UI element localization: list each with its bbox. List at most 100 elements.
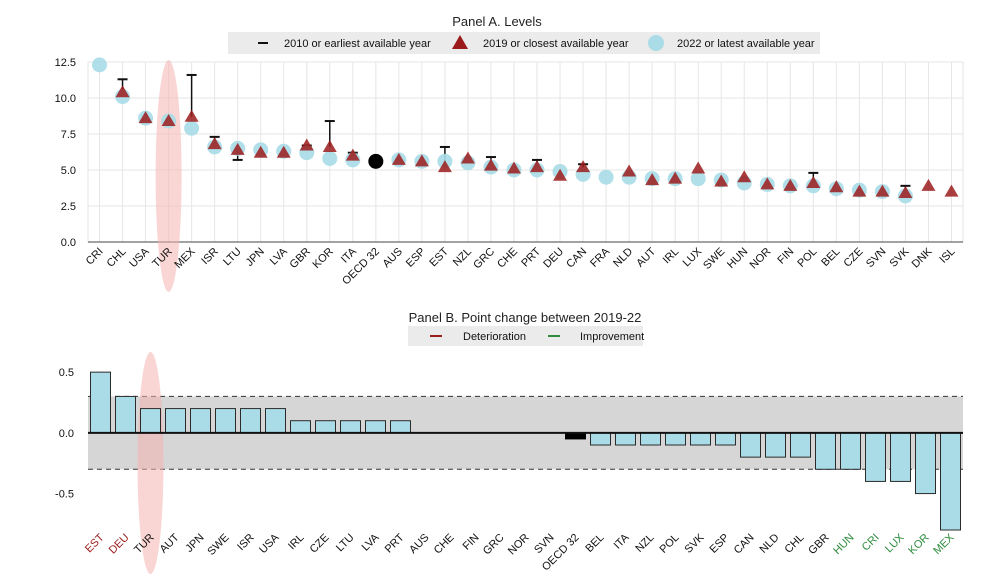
panel-a-category-svn: SVN [864, 246, 889, 271]
panel-a-category-svk: SVK [888, 245, 913, 270]
panel-a-category-lva: LVA [268, 245, 291, 268]
panel-a-category-isr: ISR [199, 246, 220, 267]
panel-a-category-usa: USA [127, 245, 152, 270]
panel-b-ytick-label: -0.5 [55, 489, 74, 501]
panel-a-ytick-label: 5.0 [61, 165, 76, 177]
panel-b-category-ltu: LTU [334, 532, 357, 555]
panel-a-category-gbr: GBR [288, 246, 313, 271]
point-2019-isr [207, 137, 222, 150]
point-2022-cri [92, 57, 108, 73]
legend-2019-label: 2019 or closest available year [483, 38, 629, 50]
panel-b-category-pol: POL [658, 532, 682, 556]
panel-a-category-kor: KOR [311, 246, 336, 271]
point-2019-nld [622, 164, 637, 177]
point-2019-tur [161, 114, 176, 127]
panel-b-category-gbr: GBR [806, 532, 831, 557]
panel-a-title: Panel A. Levels [452, 14, 542, 29]
panel-b-category-prt: PRT [383, 531, 407, 555]
point-2019-che [506, 161, 521, 174]
panel-b-category-cze: CZE [308, 532, 332, 556]
legend-2022-marker [648, 35, 664, 51]
panel-b-category-cri: CRI [860, 532, 882, 554]
point-2019-svn [875, 184, 890, 197]
panel-a-category-esp: ESP [404, 246, 428, 270]
point-2019-usa [138, 111, 153, 124]
bar-jpn [190, 408, 211, 434]
point-2019-grc [483, 158, 498, 171]
panel-b-category-grc: GRC [481, 532, 507, 558]
panel-b-category-est: EST [83, 531, 107, 555]
panel-a-category-fin: FIN [775, 246, 796, 267]
panel-b-category-aus: AUS [407, 532, 431, 556]
legend-2022-label: 2022 or latest available year [677, 38, 815, 50]
panel-a-category-cri: CRI [84, 246, 106, 268]
bar-esp [715, 432, 736, 446]
bar-est [90, 371, 111, 434]
point-2019-est [437, 160, 452, 173]
panel-a-category-cze: CZE [841, 246, 865, 270]
panel-b-category-isr: ISR [235, 532, 256, 553]
panel-b-category-mex: MEX [931, 531, 957, 557]
panel-b-category-fin: FIN [461, 532, 482, 553]
panel-a-category-isl: ISL [937, 246, 957, 266]
point-2019-dnk [921, 178, 936, 191]
point-2019-swe [714, 174, 729, 187]
bar-irl [290, 420, 311, 434]
bar-pol [665, 432, 686, 446]
panel-b-category-nor: NOR [506, 532, 532, 558]
legend-2019-marker [452, 35, 468, 49]
panel-a-ytick-label: 2.5 [61, 201, 76, 213]
panel-b-category-che: CHE [432, 532, 457, 557]
legend-improvement-label: Improvement [580, 331, 644, 343]
panel-b-category-chl: CHL [783, 532, 807, 556]
panel-a-category-jpn: JPN [244, 246, 267, 269]
panel-a-category-chl: CHL [105, 246, 129, 270]
panel-b-category-usa: USA [257, 531, 282, 556]
panel-b-category-bel: BEL [583, 532, 606, 555]
panel-b-category-esp: ESP [708, 532, 732, 556]
panel-a-legend-box [228, 32, 820, 54]
bar-deu [115, 395, 136, 434]
bar-mex [940, 432, 961, 531]
point-2019-kor [322, 139, 337, 152]
point-2019-esp [414, 154, 429, 167]
point-2019-ltu [230, 142, 245, 155]
panel-a-category-can: CAN [564, 246, 589, 271]
panel-a-category-deu: DEU [541, 246, 566, 271]
panel-b-category-swe: SWE [205, 532, 231, 558]
panel-a-category-nld: NLD [611, 246, 635, 270]
bar-svk [690, 432, 711, 446]
panel-a-category-nor: NOR [748, 246, 774, 272]
panel-b-category-can: CAN [732, 532, 757, 557]
point-2019-fin [783, 178, 798, 191]
point-2019-lva [276, 145, 291, 158]
panel-b-ytick-label: 0.5 [59, 367, 74, 379]
point-2019-svk [898, 186, 913, 199]
point-2022-oecd-32 [368, 153, 384, 169]
panel-a-category-irl: IRL [661, 246, 682, 267]
point-2019-bel [829, 180, 844, 193]
point-2019-nzl [460, 151, 475, 164]
bar-lva [365, 420, 386, 434]
panel-a-category-hun: HUN [725, 246, 750, 271]
bar-tur [140, 408, 161, 434]
bar-gbr [815, 432, 836, 470]
bar-swe [215, 408, 236, 434]
panel-a-category-lux: LUX [681, 245, 705, 269]
panel-b-legend-box [408, 326, 643, 346]
bar-cri [865, 432, 886, 482]
bar-ita [615, 432, 636, 446]
panel-b-category-lva: LVA [360, 531, 383, 554]
panel-a-ytick-label: 7.5 [61, 129, 76, 141]
panel-a-category-bel: BEL [819, 246, 842, 269]
panel-a-category-aus: AUS [380, 246, 404, 270]
bar-bel [590, 432, 611, 446]
legend-2010-label: 2010 or earliest available year [284, 38, 431, 50]
point-2019-isl [944, 184, 959, 197]
point-2019-can [576, 160, 591, 173]
panel-a-ytick-label: 0.0 [61, 237, 76, 249]
bar-prt [390, 420, 411, 434]
bar-can [740, 432, 761, 458]
